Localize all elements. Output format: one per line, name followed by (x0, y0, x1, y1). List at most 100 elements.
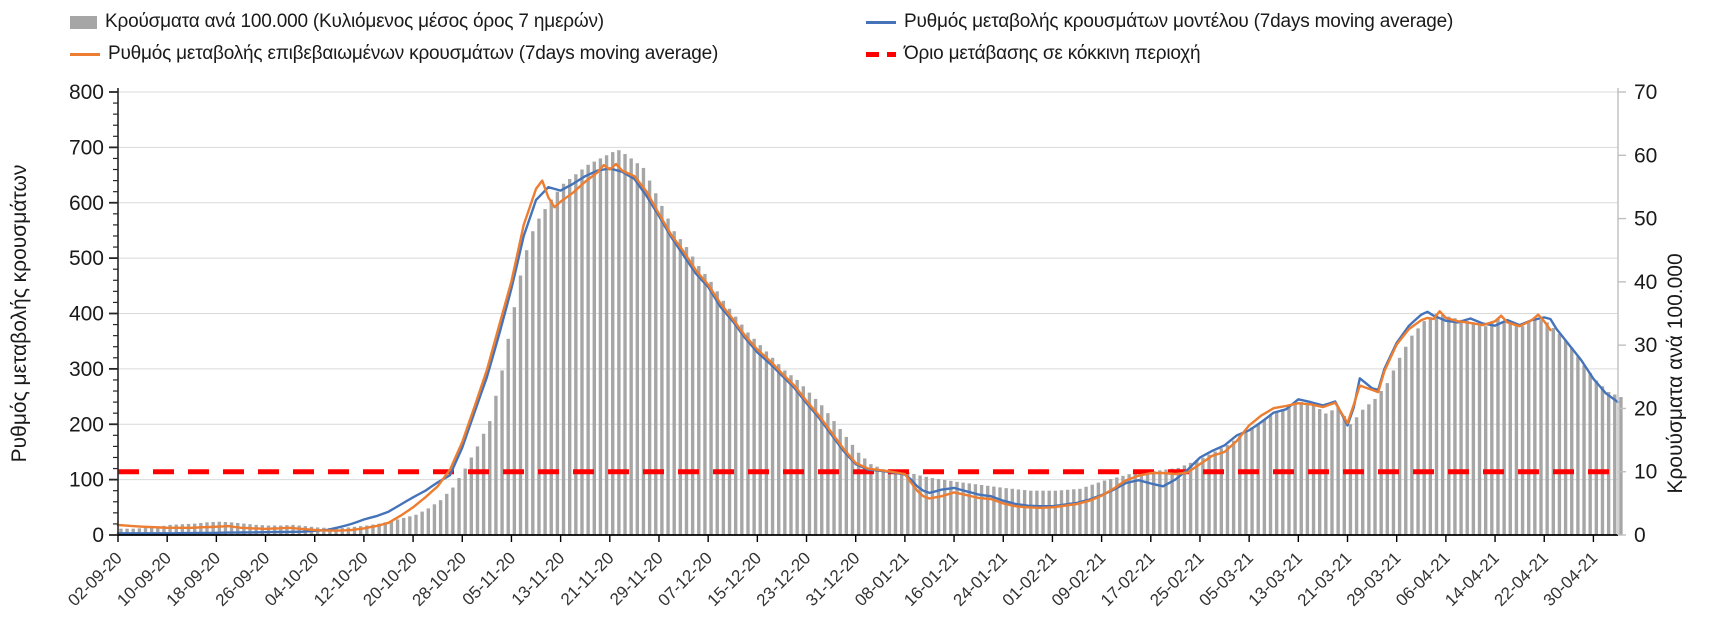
x-tick-label: 13-11-20 (508, 548, 569, 609)
bar (1453, 318, 1457, 535)
y-tick-label-left: 300 (69, 358, 104, 381)
bar (1164, 469, 1168, 535)
bar (1053, 490, 1058, 535)
bar (1158, 470, 1162, 535)
bar (1606, 391, 1611, 535)
bar (402, 517, 406, 535)
bar (1305, 403, 1310, 535)
bar (611, 152, 615, 535)
y-tick-label-left: 400 (69, 303, 104, 326)
bar (512, 307, 517, 535)
bar (709, 281, 713, 535)
bar (838, 429, 842, 535)
bar (1496, 318, 1500, 535)
bar (383, 522, 387, 535)
bar (967, 483, 971, 535)
bars-series (119, 150, 1623, 536)
axis-title-right: Κρουύσματα ανά 100.000 (1664, 253, 1687, 493)
y-tick-label-right: 50 (1634, 208, 1657, 231)
bar (955, 481, 959, 535)
bar (703, 273, 707, 535)
bar (1594, 380, 1599, 535)
bar (598, 158, 603, 535)
bar (1342, 416, 1346, 535)
x-tick-label: 28-10-20 (409, 548, 471, 610)
bar (992, 486, 996, 535)
bar (285, 525, 289, 535)
bar (961, 482, 965, 535)
bar (1262, 419, 1267, 535)
y-tick-label-left: 500 (69, 247, 104, 270)
bar (574, 174, 578, 535)
bar (697, 266, 701, 535)
bar (297, 525, 301, 535)
bar (881, 469, 885, 535)
bar (887, 470, 892, 535)
bar (807, 392, 812, 535)
bar (518, 275, 523, 535)
bar (869, 464, 873, 535)
bar (561, 183, 566, 535)
bar (801, 386, 805, 535)
bar (137, 528, 142, 535)
bar (174, 524, 178, 535)
bar (168, 524, 172, 535)
bar (1139, 472, 1144, 535)
bar (389, 521, 394, 535)
bar (1059, 490, 1064, 535)
bar (813, 398, 818, 535)
bar (789, 375, 793, 535)
bar (1582, 365, 1586, 535)
legend-label: Όριο μετάβασης σε κόκκινη περιοχή (904, 43, 1201, 64)
gridlines (118, 91, 1618, 481)
bar (1182, 465, 1187, 535)
bar (438, 500, 443, 535)
legend-item-model-line: Ρυθμός μεταβολής κρουσμάτων μοντέλου (7d… (866, 10, 1453, 34)
bar (1588, 372, 1592, 535)
bar (242, 523, 246, 535)
bar (291, 524, 295, 535)
y-tick-label-right: 10 (1634, 461, 1657, 484)
bar (1391, 370, 1396, 535)
bar (690, 256, 695, 535)
y-tick-label-left: 0 (92, 524, 104, 547)
bar (1367, 404, 1371, 535)
bar (1201, 457, 1205, 535)
bar (1533, 317, 1537, 535)
bar (1268, 415, 1273, 535)
bar (844, 436, 849, 535)
bar (1545, 322, 1549, 535)
bar (740, 324, 744, 535)
bar (684, 247, 689, 536)
bar (1022, 490, 1027, 535)
bar (1047, 490, 1051, 535)
bar (1145, 471, 1150, 535)
bar (721, 300, 726, 535)
bar (1078, 488, 1082, 535)
bar (777, 364, 781, 535)
y-tick-label-right: 20 (1634, 397, 1657, 420)
bar (488, 421, 492, 535)
bar (236, 522, 240, 535)
bar (875, 466, 879, 535)
bar (1379, 391, 1383, 535)
bar (850, 444, 855, 535)
bar (1447, 316, 1451, 535)
bar (365, 525, 369, 535)
x-tick-label: 30-04-21 (1540, 548, 1602, 610)
bar (266, 525, 271, 535)
bar (973, 484, 978, 535)
bar (352, 526, 357, 535)
bar (733, 316, 738, 535)
bar (1551, 328, 1555, 535)
bar (555, 191, 560, 535)
confirmed-rate-line (116, 162, 1552, 532)
bar (635, 163, 639, 535)
bar (1600, 386, 1605, 535)
bar (1330, 410, 1334, 535)
y-tick-label-right: 40 (1634, 271, 1657, 294)
bar (758, 345, 762, 535)
y-tick-label-right: 0 (1634, 524, 1646, 547)
bar (500, 370, 504, 535)
